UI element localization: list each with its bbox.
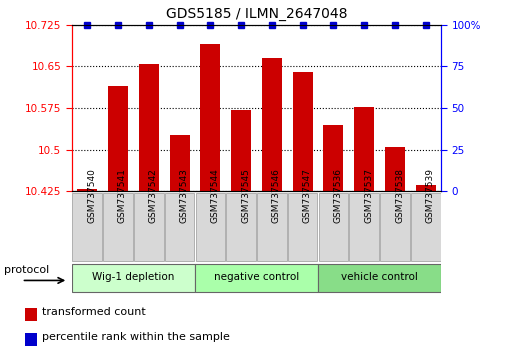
Bar [385, 147, 405, 191]
Bar [200, 44, 221, 191]
FancyBboxPatch shape [349, 193, 379, 261]
Text: GSM737538: GSM737538 [395, 168, 404, 223]
FancyBboxPatch shape [257, 193, 287, 261]
Text: GSM737546: GSM737546 [272, 168, 281, 223]
Bar [77, 189, 97, 191]
Bar [416, 184, 436, 191]
Text: GSM737540: GSM737540 [87, 168, 96, 223]
FancyBboxPatch shape [72, 193, 102, 261]
FancyBboxPatch shape [318, 263, 441, 292]
Text: GSM737542: GSM737542 [149, 168, 158, 223]
Bar [292, 72, 313, 191]
Bar [354, 107, 374, 191]
Text: vehicle control: vehicle control [341, 272, 418, 282]
FancyBboxPatch shape [103, 193, 133, 261]
Bar [139, 64, 159, 191]
Text: GSM737536: GSM737536 [333, 168, 343, 223]
Bar [231, 110, 251, 191]
Text: GSM737543: GSM737543 [180, 168, 189, 223]
Text: Wig-1 depletion: Wig-1 depletion [92, 272, 174, 282]
FancyBboxPatch shape [380, 193, 410, 261]
FancyBboxPatch shape [226, 193, 256, 261]
Bar [25, 333, 37, 346]
Text: negative control: negative control [214, 272, 299, 282]
Bar [169, 135, 190, 191]
FancyBboxPatch shape [319, 193, 348, 261]
Text: GSM737545: GSM737545 [241, 168, 250, 223]
FancyBboxPatch shape [134, 193, 164, 261]
Title: GDS5185 / ILMN_2647048: GDS5185 / ILMN_2647048 [166, 7, 347, 21]
Text: GSM737541: GSM737541 [118, 168, 127, 223]
FancyBboxPatch shape [165, 193, 194, 261]
FancyBboxPatch shape [411, 193, 441, 261]
FancyBboxPatch shape [195, 193, 225, 261]
Bar [262, 58, 282, 191]
Text: GSM737539: GSM737539 [426, 168, 435, 223]
Bar [108, 86, 128, 191]
Text: percentile rank within the sample: percentile rank within the sample [42, 332, 230, 342]
Text: transformed count: transformed count [42, 307, 146, 317]
Bar [25, 308, 37, 321]
Text: GSM737547: GSM737547 [303, 168, 312, 223]
FancyBboxPatch shape [288, 193, 318, 261]
Bar [323, 125, 344, 191]
FancyBboxPatch shape [72, 263, 195, 292]
Text: GSM737537: GSM737537 [364, 168, 373, 223]
FancyBboxPatch shape [195, 263, 318, 292]
Text: GSM737544: GSM737544 [210, 168, 220, 223]
Text: protocol: protocol [4, 265, 49, 275]
